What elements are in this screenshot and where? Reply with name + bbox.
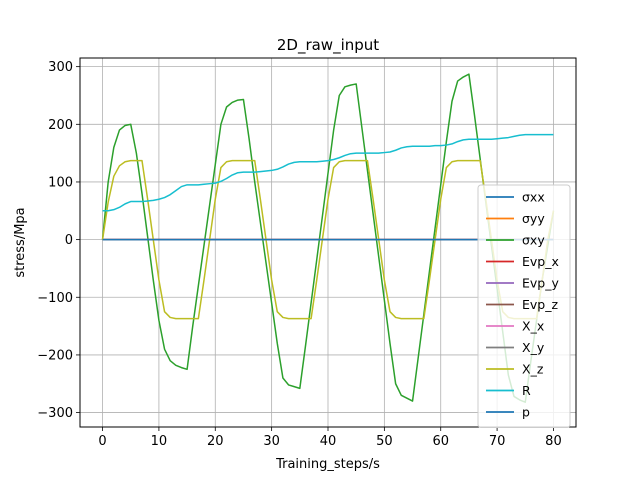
x-axis-ticks: 0 10 20 30 40 50 60 70 80 [98,427,562,449]
legend-label: p [522,405,530,420]
legend-label: R [522,383,531,398]
legend-label: Evp_y [522,276,559,291]
y-axis-ticks: −300 −200 −100 0 100 200 300 [37,60,80,421]
legend-label: Evp_z [522,297,558,312]
legend-label: Evp_x [522,254,559,269]
legend-label: X_x [522,319,544,334]
y-axis-label: stress/Mpa [13,207,28,277]
x-tick-label: 0 [98,434,106,449]
x-tick-label: 30 [263,434,280,449]
legend-label: X_y [522,340,545,355]
y-tick-label: 100 [48,175,73,190]
x-tick-label: 20 [207,434,224,449]
legend: σxx σyy σxy Evp_x Evp_y Evp_z X_x X_y X_z Rp [477,184,571,428]
y-tick-label: 200 [48,118,73,133]
chart-title: 2D_raw_input [277,36,379,55]
legend-label: σyy [522,211,545,226]
legend-label: σxy [522,233,545,248]
x-tick-label: 10 [151,434,168,449]
x-tick-label: 80 [545,434,562,449]
y-tick-label: 300 [48,60,73,75]
y-tick-label: 0 [65,233,73,248]
x-tick-label: 60 [432,434,449,449]
series-line-R [102,133,554,212]
y-tick-label: −300 [37,406,73,421]
y-tick-label: −200 [37,348,73,363]
series-line-X_z [101,159,555,320]
legend-label: X_z [522,362,544,377]
series-line-σxy [101,73,555,403]
x-tick-label: 40 [320,434,337,449]
x-axis-label: Training_steps/s [275,457,380,472]
x-tick-label: 50 [376,434,393,449]
x-tick-label: 70 [489,434,506,449]
legend-box [477,184,571,428]
y-tick-label: −100 [37,291,73,306]
legend-label: σxx [522,190,545,205]
